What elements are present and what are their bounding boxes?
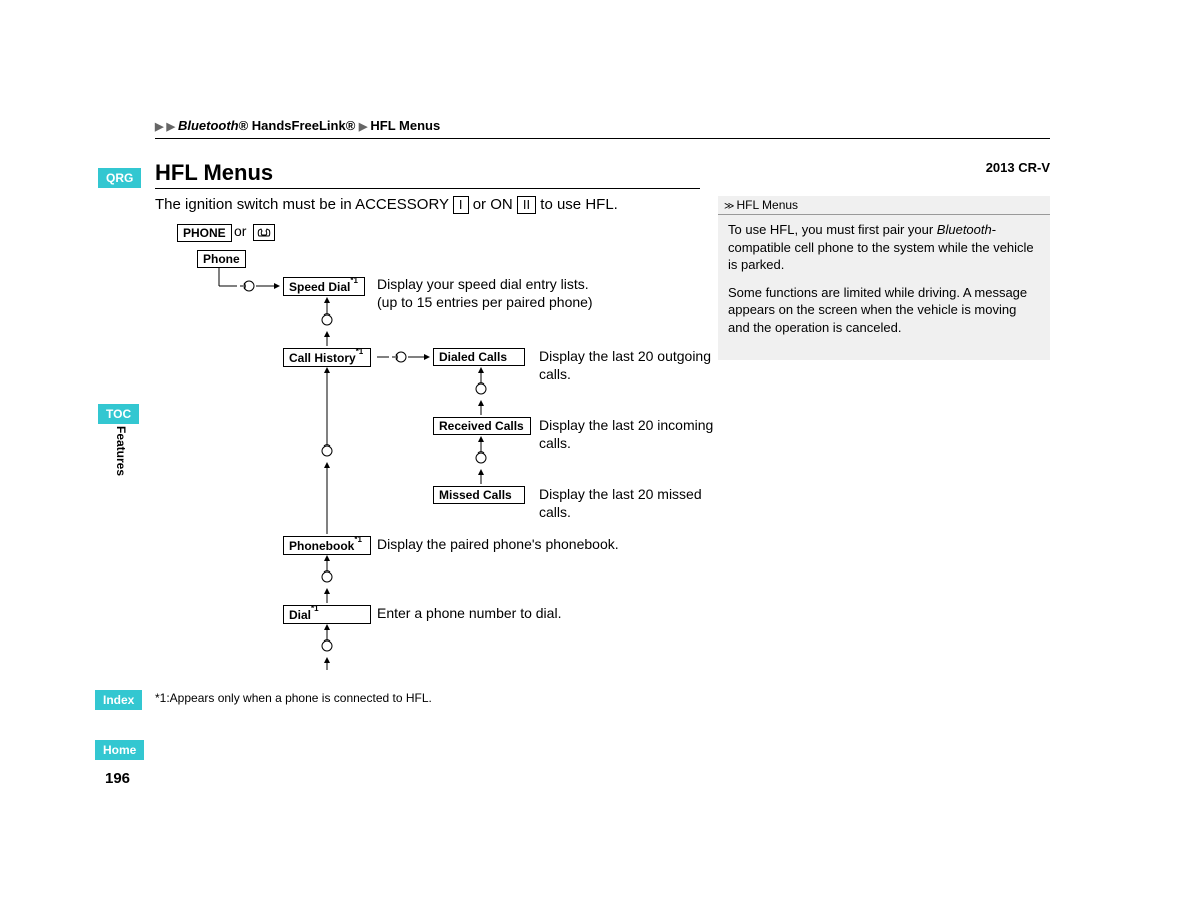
title-underline <box>155 188 700 189</box>
missed-desc: Display the last 20 missed calls. <box>539 485 715 521</box>
dial-box: Dial*1 <box>283 605 371 624</box>
speed-dial-desc: Display your speed dial entry lists. (up… <box>377 275 593 311</box>
dialed-desc: Display the last 20 outgoing calls. <box>539 347 715 383</box>
note-p1: To use HFL, you must first pair your Blu… <box>728 221 1040 274</box>
dialed-calls-box: Dialed Calls <box>433 348 525 366</box>
footnote: *1:Appears only when a phone is connecte… <box>155 691 432 705</box>
note-body: To use HFL, you must first pair your Blu… <box>718 215 1050 360</box>
box-label: Dial <box>289 608 311 622</box>
section-label: Features <box>114 426 128 476</box>
menu-diagram: PHONE or Phone Speed Dial*1 Display your… <box>155 220 715 680</box>
phone-button-box: PHONE <box>177 224 232 242</box>
chevron-icon: ▶ <box>155 121 163 133</box>
speed-dial-box: Speed Dial*1 <box>283 277 365 296</box>
received-desc: Display the last 20 incoming calls. <box>539 416 715 452</box>
divider <box>155 138 1050 139</box>
intro-text: The ignition switch must be in ACCESSORY… <box>155 196 618 214</box>
breadcrumb: ▶▶Bluetooth® HandsFreeLink® ▶HFL Menus <box>155 118 440 133</box>
box-label: Phonebook <box>289 539 354 553</box>
page-title: HFL Menus <box>155 160 273 186</box>
breadcrumb-seg1: Bluetooth <box>178 118 239 133</box>
missed-calls-box: Missed Calls <box>433 486 525 504</box>
breadcrumb-seg2: HFL Menus <box>370 118 440 133</box>
accessory-key: I <box>453 196 469 214</box>
desc-line: (up to 15 entries per paired phone) <box>377 294 593 310</box>
box-sup: *1 <box>311 604 319 613</box>
note-italic: Bluetooth <box>937 222 992 237</box>
qrg-tab[interactable]: QRG <box>98 168 141 188</box>
box-sup: *1 <box>354 535 362 544</box>
note-p2: Some functions are limited while driving… <box>728 284 1040 337</box>
chevron-icon: ▶ <box>166 121 174 133</box>
phonebook-desc: Display the paired phone's phonebook. <box>377 535 619 553</box>
box-sup: *1 <box>350 276 358 285</box>
index-tab[interactable]: Index <box>95 690 142 710</box>
note-head: ≫HFL Menus <box>718 196 1050 215</box>
call-history-box: Call History*1 <box>283 348 371 367</box>
home-tab[interactable]: Home <box>95 740 144 760</box>
desc-line: Display your speed dial entry lists. <box>377 276 589 292</box>
page: QRG TOC Features Index Home ▶▶Bluetooth®… <box>0 0 1200 902</box>
note-box: ≫HFL Menus To use HFL, you must first pa… <box>718 196 1050 360</box>
box-label: Speed Dial <box>289 280 350 294</box>
received-calls-box: Received Calls <box>433 417 531 435</box>
box-label: Call History <box>289 351 356 365</box>
intro-part: The ignition switch must be in ACCESSORY <box>155 196 453 213</box>
toc-tab[interactable]: TOC <box>98 404 139 424</box>
page-number: 196 <box>105 770 130 787</box>
breadcrumb-seg1-suffix: ® HandsFreeLink® <box>239 118 356 133</box>
intro-part: to use HFL. <box>536 196 618 213</box>
box-sup: *1 <box>356 347 364 356</box>
intro-part: or ON <box>469 196 517 213</box>
model-label: 2013 CR-V <box>986 160 1050 175</box>
dial-desc: Enter a phone number to dial. <box>377 604 561 622</box>
phone-menu-box: Phone <box>197 250 246 268</box>
phonebook-box: Phonebook*1 <box>283 536 371 555</box>
chevron-icon: ▶ <box>359 121 367 133</box>
note-text: To use HFL, you must first pair your <box>728 222 937 237</box>
cue-icon: ≫ <box>724 201 734 212</box>
note-title: HFL Menus <box>736 198 798 212</box>
on-key: II <box>517 196 536 214</box>
or-text: or <box>234 223 246 239</box>
handset-icon <box>253 224 275 241</box>
